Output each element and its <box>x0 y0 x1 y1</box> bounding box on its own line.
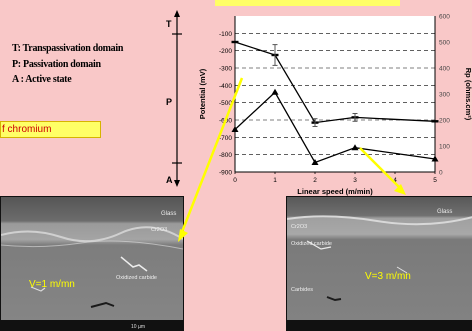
y-right-tick-label: 400 <box>439 66 450 73</box>
x-tick-label: 4 <box>393 177 397 184</box>
y-right-tick-label: 200 <box>439 118 450 125</box>
y-left-tick-label: -100 <box>219 31 232 38</box>
domain-arrow: T P A <box>166 10 182 187</box>
plot-area <box>235 16 435 172</box>
y-left-tick-label: -700 <box>219 135 232 142</box>
x-tick-label: 3 <box>353 177 357 184</box>
x-tick-label: 5 <box>433 177 437 184</box>
x-tick-label: 1 <box>273 177 277 184</box>
sem-micrograph-right: Glass Cr2O3 Oxidized carbide Carbides V=… <box>286 196 472 331</box>
top-title-banner <box>215 0 400 6</box>
series-1-point <box>311 158 319 165</box>
y-left-tick-label: -200 <box>219 48 232 55</box>
sem2-carbides-label: Carbides <box>291 287 313 293</box>
legend-passivation: P: Passivation domain <box>12 59 101 70</box>
y-right-tick-label: 0 <box>439 170 443 177</box>
sem1-speed-label: V=1 m/mn <box>29 279 75 290</box>
pointer-arrow-right <box>359 147 401 189</box>
y-left-tick-label: -800 <box>219 152 232 159</box>
legend-transpassivation: T: Transpassivation domain <box>12 43 124 54</box>
sem2-carbide-label: Oxidized carbide <box>291 241 332 247</box>
sem1-cr2o3-label: Cr2O3 <box>151 227 167 233</box>
polarization-chart: -100-200-300-400-500-600-700-800-9000100… <box>198 14 472 197</box>
series-layer <box>231 40 439 165</box>
y-right-tick-label: 100 <box>439 144 450 151</box>
marker-p: P <box>166 97 172 107</box>
sem2-glass-label: Glass <box>437 209 452 215</box>
marker-t: T <box>166 19 172 29</box>
sem-micrograph-left: Glass Cr2O3 Oxidized carbide V=1 m/mn 10… <box>0 196 184 331</box>
x-tick-label: 0 <box>233 177 237 184</box>
chromium-banner: f chromium <box>0 121 101 138</box>
sem1-carbide-label: Oxidized carbide <box>116 275 157 281</box>
marker-a: A <box>166 175 173 185</box>
pointer-arrowhead-right <box>394 184 406 195</box>
y-right-tick-label: 600 <box>439 14 450 21</box>
sem1-glass-label: Glass <box>161 211 176 217</box>
pointer-arrow-left <box>180 77 244 233</box>
y-axis-right-label: Rp (ohms.cm²) <box>464 68 472 121</box>
y-right-tick-label: 500 <box>439 40 450 47</box>
y-left-tick-label: -400 <box>219 83 232 90</box>
sem1-scale-label: 10 µm <box>131 324 145 330</box>
y-axis-left-label: Potential (mV) <box>198 68 207 119</box>
pointer-arrowhead-left <box>178 229 188 242</box>
legend-active: A : Active state <box>12 74 72 85</box>
y-left-tick-label: -300 <box>219 66 232 73</box>
series-1-point <box>351 144 359 151</box>
y-right-tick-label: 300 <box>439 92 450 99</box>
series-1-point <box>271 88 279 95</box>
x-axis-label: Linear speed (m/min) <box>297 187 373 196</box>
sem2-speed-label: V=3 m/mn <box>365 271 411 282</box>
y-left-tick-label: -500 <box>219 100 232 107</box>
y-left-tick-label: -900 <box>219 170 232 177</box>
x-tick-label: 2 <box>313 177 317 184</box>
sem2-cr2o3-label: Cr2O3 <box>291 224 307 230</box>
